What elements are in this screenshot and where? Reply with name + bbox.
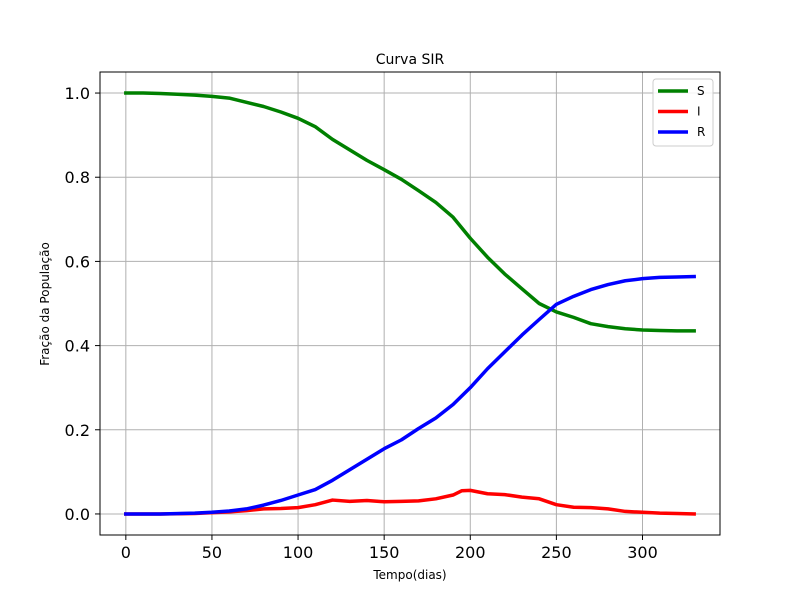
x-tick-label: 200	[455, 543, 486, 562]
series-line-i	[124, 488, 696, 516]
legend-label-i: I	[697, 105, 701, 119]
plot-area	[100, 72, 720, 535]
x-tick-label: 150	[369, 543, 400, 562]
series-line-r	[124, 274, 696, 516]
y-axis-ticks: 0.0 0.2 0.4 0.6 0.8 1.0	[65, 84, 100, 524]
y-axis-label: Fração da População	[38, 242, 52, 366]
x-tick-label: 50	[202, 543, 222, 562]
x-tick-label: 300	[627, 543, 658, 562]
x-tick-label: 250	[541, 543, 572, 562]
y-tick-label: 1.0	[65, 84, 90, 103]
plot-frame	[99, 71, 721, 536]
y-tick-label: 0.8	[65, 168, 90, 187]
x-axis-label: Tempo(dias)	[372, 568, 446, 582]
y-tick-label: 0.4	[65, 337, 90, 356]
chart-title: Curva SIR	[376, 52, 445, 68]
legend-label-s: S	[697, 84, 705, 98]
y-tick-label: 0.2	[65, 421, 90, 440]
x-tick-label: 100	[283, 543, 314, 562]
x-axis-ticks: 0 50 100 150 200 250 300	[121, 535, 658, 562]
series-line-s	[124, 91, 696, 333]
legend-label-r: R	[697, 125, 705, 139]
legend: SIR	[652, 78, 714, 147]
y-tick-label: 0.0	[65, 505, 90, 524]
series-layer	[124, 91, 696, 516]
y-tick-label: 0.6	[65, 252, 90, 271]
x-tick-label: 0	[121, 543, 131, 562]
